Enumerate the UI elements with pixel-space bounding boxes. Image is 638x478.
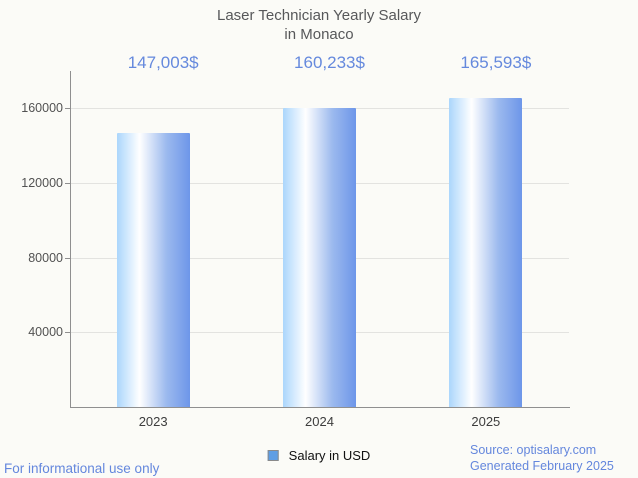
x-tick-label: 2025	[471, 414, 501, 429]
y-tick-label: 160000	[21, 101, 63, 116]
y-tick-label: 40000	[28, 325, 63, 340]
y-tick-label: 80000	[28, 250, 63, 265]
bar-2024	[283, 107, 356, 407]
y-axis-line	[70, 71, 71, 408]
y-axis-tick	[65, 183, 70, 184]
y-axis-tick	[65, 108, 70, 110]
legend: Salary in USD	[267, 448, 371, 463]
bar-value-label: 160,233$	[294, 53, 365, 72]
footer-disclaimer: For informational use only	[4, 461, 160, 476]
legend-label: Salary in USD	[288, 448, 371, 463]
bar-2025	[449, 97, 523, 407]
bar-value-label: 165,593$	[460, 53, 532, 72]
legend-swatch-icon	[267, 450, 279, 461]
chart-title: Laser Technician Yearly Salary in Monaco	[0, 6, 638, 44]
bar-value-label: 147,003$	[127, 53, 199, 72]
x-tick-label: 2023	[138, 414, 168, 429]
x-tick-label: 2024	[305, 414, 334, 429]
footer-generated-line: Generated February 2025	[470, 458, 614, 473]
chart-title-line2: in Monaco	[284, 26, 354, 43]
y-axis-tick	[65, 257, 70, 259]
x-axis-line	[70, 407, 570, 408]
y-tick-label: 120000	[21, 176, 63, 190]
bar-2023	[116, 132, 190, 407]
footer-source-line: Source: optisalary.com	[470, 443, 597, 457]
footer-source: Source: optisalary.com Generated Februar…	[470, 443, 614, 474]
y-axis-tick	[65, 332, 70, 334]
chart-title-line1: Laser Technician Yearly Salary	[216, 7, 422, 24]
